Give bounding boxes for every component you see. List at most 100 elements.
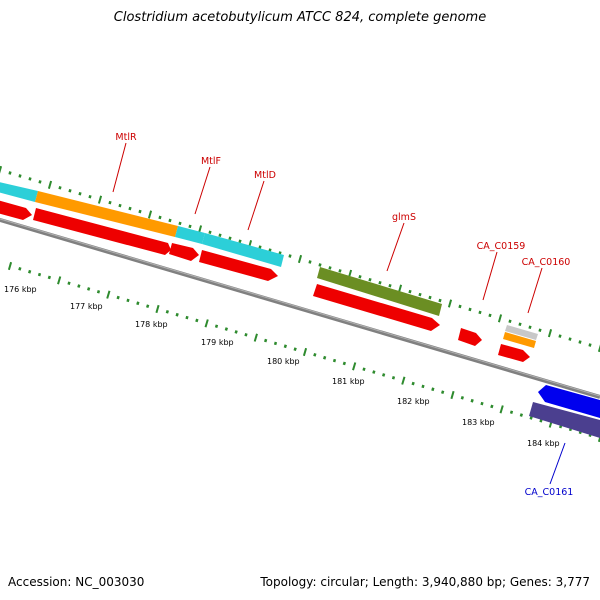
outer-tick-track-tick xyxy=(38,180,42,184)
genome-backbone-highlight xyxy=(0,218,600,397)
outer-tick-track-tick xyxy=(28,177,32,181)
inner-tick-track-tick xyxy=(342,361,346,366)
gene-label-mtld[interactable]: MtlD xyxy=(254,170,276,181)
outer-tick-track-tick xyxy=(597,344,600,353)
inner-tick-track-tick xyxy=(136,301,140,306)
inner-tick-track-tick xyxy=(441,390,445,394)
scale-label-184: 184 kbp xyxy=(527,439,560,448)
gene-label-mtlf[interactable]: MtlF xyxy=(201,156,221,167)
inner-tick-track-tick xyxy=(28,269,32,274)
scale-label-181: 181 kbp xyxy=(332,377,365,386)
inner-tick-track-tick xyxy=(126,298,130,303)
inner-tick-track-tick xyxy=(273,341,278,346)
gene-label-ca-c0161[interactable]: CA_C0161 xyxy=(525,487,574,498)
outer-tick-track-tick xyxy=(358,275,362,279)
leader-ca-c0160 xyxy=(527,267,543,314)
accession-text: Accession: NC_003030 xyxy=(8,575,145,589)
outer-tick-track-tick xyxy=(88,194,92,199)
scale-labels: 176 kbp 177 kbp 178 kbp 179 kbp 180 kbp … xyxy=(4,285,560,448)
gene-arrow-ca-c0160 xyxy=(498,344,530,362)
outer-tick-track-tick xyxy=(128,206,132,211)
scale-label-182: 182 kbp xyxy=(397,397,430,406)
gene-label-ca-c0159[interactable]: CA_C0159 xyxy=(477,241,526,252)
outer-tick-track-tick xyxy=(78,191,82,196)
outer-tick-track-tick xyxy=(368,277,372,282)
inner-tick-track-tick xyxy=(460,396,464,400)
gene-track xyxy=(0,200,600,418)
gene-arrow-ca-c0161 xyxy=(538,385,600,418)
inner-tick-track-tick xyxy=(195,318,199,323)
gene-label-ca-c0160[interactable]: CA_C0160 xyxy=(522,257,571,268)
leader-mtld xyxy=(247,180,265,231)
inner-tick-track-tick xyxy=(302,347,308,357)
outer-tick-track-tick xyxy=(47,180,53,189)
inner-tick-track-tick xyxy=(234,330,238,334)
gene-label-glms[interactable]: glmS xyxy=(392,212,416,223)
outer-tick-track-tick xyxy=(8,171,12,175)
inner-tick-track-tick xyxy=(77,284,81,288)
leader-glms xyxy=(386,222,405,272)
scale-label-177: 177 kbp xyxy=(70,302,103,311)
cds-mtlr xyxy=(35,191,178,237)
inner-tick-track-tick xyxy=(146,304,150,308)
gene-arrow-mtld xyxy=(199,250,278,281)
inner-tick-track-tick xyxy=(539,419,543,423)
inner-tick-track-tick xyxy=(116,295,120,300)
inner-tick-track-tick xyxy=(175,312,179,317)
leader-mtlr xyxy=(112,142,127,193)
outer-tick-track-tick xyxy=(328,266,332,270)
inner-tick-track-tick xyxy=(499,405,504,414)
inner-tick-track-tick xyxy=(57,276,62,285)
outer-tick-track-tick xyxy=(297,254,303,264)
outer-tick-track-tick xyxy=(97,195,103,204)
inner-tick-track-tick xyxy=(37,272,42,277)
inner-tick-track-tick xyxy=(47,275,51,280)
inner-tick-track-tick xyxy=(431,387,435,392)
inner-tick-track-tick xyxy=(372,370,376,374)
inner-tick-track-tick xyxy=(529,416,533,420)
inner-tick-track-tick xyxy=(224,327,228,331)
outer-tick-track-tick xyxy=(528,325,532,330)
leader-ca-c0161 xyxy=(549,442,566,485)
inner-tick-track-tick xyxy=(67,281,71,285)
outer-tick-track-tick xyxy=(547,329,553,338)
outer-tick-track-tick xyxy=(388,283,392,288)
inner-tick-track-tick xyxy=(401,376,406,385)
outer-tick-track-tick xyxy=(518,322,522,327)
inner-tick-track-tick xyxy=(391,376,396,380)
outer-tick-track-tick xyxy=(238,239,242,243)
label-leaders xyxy=(112,142,566,485)
inner-tick-track-tick xyxy=(155,304,160,314)
scale-label-178: 178 kbp xyxy=(135,320,168,329)
outer-tick-track-tick xyxy=(497,314,503,323)
outer-tick-track-tick xyxy=(408,289,412,294)
outer-tick-track-tick xyxy=(558,334,562,338)
outer-tick-track-tick xyxy=(318,263,322,267)
inner-tick-track-tick xyxy=(18,267,22,271)
outer-tick-track-tick xyxy=(108,200,112,205)
leader-mtlf xyxy=(194,166,211,215)
outer-tick-track-tick xyxy=(508,319,512,324)
outer-tick-track-tick xyxy=(458,304,462,309)
inner-tick-track-tick xyxy=(490,404,494,409)
inner-tick-track-tick xyxy=(509,410,514,414)
inner-tick-track-tick xyxy=(323,355,327,360)
genome-backbone xyxy=(0,217,600,399)
inner-tick-track-tick xyxy=(283,344,287,349)
outer-tick-track-tick xyxy=(588,343,592,347)
outer-tick-track-tick xyxy=(378,280,382,285)
gene-arrow-mtlr xyxy=(33,208,171,255)
outer-tick-track-tick xyxy=(478,310,482,315)
inner-tick-track-tick xyxy=(106,290,111,299)
scale-label-183: 183 kbp xyxy=(462,418,495,427)
gene-label-mtlr[interactable]: MtlR xyxy=(115,132,137,143)
scale-label-176: 176 kbp xyxy=(4,285,37,294)
outer-tick-track-tick xyxy=(218,233,222,238)
scale-label-180: 180 kbp xyxy=(267,357,300,366)
outer-tick-track-tick xyxy=(228,236,232,241)
genome-summary-text: Topology: circular; Length: 3,940,880 bp… xyxy=(260,575,590,589)
cds-glms xyxy=(317,267,442,316)
gene-arrow-ca-c0159 xyxy=(458,328,482,346)
outer-tick-track-tick xyxy=(578,340,582,344)
